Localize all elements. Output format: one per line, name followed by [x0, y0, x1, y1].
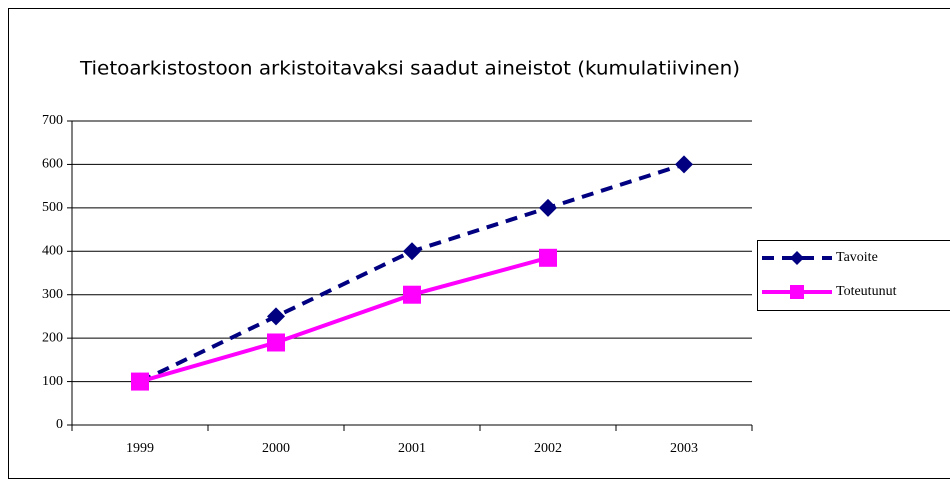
- x-tick-label: 1999: [126, 441, 154, 456]
- y-tick-label: 400: [42, 244, 63, 259]
- data-point: [539, 198, 557, 217]
- y-tick-label: 100: [42, 374, 63, 389]
- legend-marker: [790, 285, 804, 299]
- y-tick-label: 300: [42, 287, 63, 302]
- data-point: [403, 242, 421, 261]
- y-tick-label: 600: [42, 157, 63, 172]
- y-tick-label: 500: [42, 200, 63, 215]
- x-tick-label: 2003: [670, 441, 698, 456]
- data-point: [539, 248, 557, 267]
- legend-label: Toteutunut: [836, 284, 897, 299]
- y-tick-label: 700: [42, 113, 63, 128]
- legend-marker: [790, 251, 804, 265]
- y-tick-label: 0: [56, 417, 63, 432]
- data-point: [675, 155, 693, 174]
- data-point: [403, 285, 421, 304]
- legend-box: [757, 240, 950, 311]
- chart-title: Tietoarkistostoon arkistoitavaksi saadut…: [79, 58, 740, 80]
- y-tick-label: 200: [42, 330, 63, 345]
- series-line: [139, 255, 549, 384]
- x-tick-label: 2001: [398, 441, 426, 456]
- x-tick-label: 2000: [262, 441, 290, 456]
- data-point: [267, 333, 285, 352]
- legend-label: Tavoite: [836, 250, 878, 265]
- x-tick-label: 2002: [534, 441, 562, 456]
- data-point: [131, 372, 149, 391]
- data-point: [267, 307, 285, 326]
